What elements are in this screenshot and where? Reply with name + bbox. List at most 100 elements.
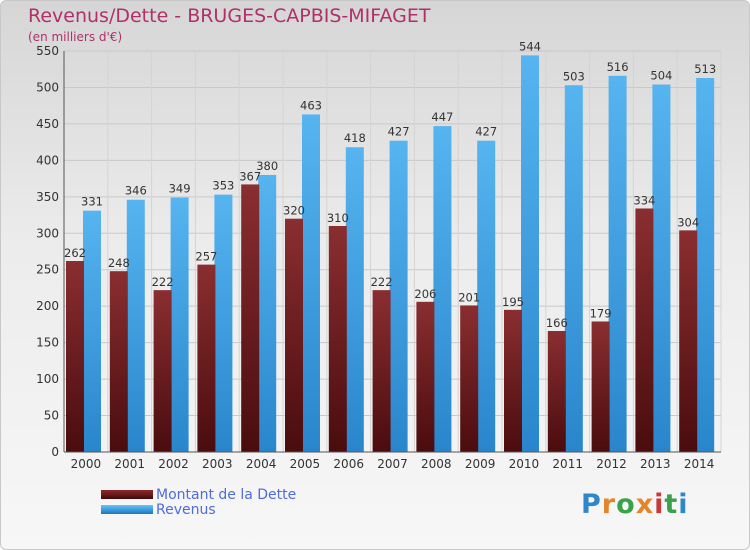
bar-revenue — [258, 174, 277, 453]
bar-revenue — [345, 147, 364, 453]
data-label-revenue: 418 — [344, 131, 366, 145]
x-tick-label: 2008 — [421, 457, 452, 471]
y-tick-label: 300 — [36, 226, 59, 240]
bar-debt — [547, 330, 566, 452]
y-tick-label: 200 — [36, 299, 59, 313]
data-label-debt: 179 — [590, 306, 612, 320]
data-label-revenue: 427 — [388, 125, 410, 139]
data-label-debt: 166 — [546, 316, 568, 330]
data-label-debt: 222 — [371, 275, 393, 289]
logo-letter: r — [601, 489, 617, 520]
data-label-revenue: 516 — [607, 60, 629, 74]
x-tick-label: 2001 — [114, 457, 145, 471]
data-label-debt: 334 — [633, 193, 655, 207]
data-label-revenue: 503 — [563, 69, 585, 83]
legend-label-revenue: Revenus — [156, 502, 216, 518]
data-label-revenue: 544 — [519, 39, 541, 53]
bar-revenue — [608, 75, 627, 452]
bar-debt — [241, 184, 260, 452]
bar-debt — [285, 218, 303, 452]
data-label-debt: 367 — [239, 169, 261, 183]
y-tick-label: 50 — [44, 409, 59, 423]
y-tick-label: 350 — [36, 190, 59, 204]
data-label-debt: 304 — [677, 215, 699, 229]
bar-revenue — [126, 199, 145, 452]
bar-debt — [460, 305, 479, 452]
bar-debt — [66, 260, 84, 452]
logo-letter: o — [616, 489, 636, 520]
data-label-debt: 262 — [64, 246, 86, 260]
data-label-revenue: 331 — [81, 195, 103, 209]
x-tick-label: 2002 — [158, 457, 189, 471]
x-tick-label: 2003 — [202, 457, 233, 471]
bar-revenue — [83, 210, 101, 452]
bar-revenue — [564, 85, 583, 452]
legend-label-debt: Montant de la Dette — [156, 487, 297, 503]
data-label-revenue: 349 — [169, 182, 191, 196]
bar-debt — [328, 225, 347, 452]
x-tick-label: 2009 — [465, 457, 496, 471]
bar-debt — [153, 290, 172, 452]
proxiti-logo: Proxiti — [581, 489, 689, 520]
x-tick-label: 2000 — [71, 457, 102, 471]
data-label-revenue: 353 — [212, 179, 234, 193]
y-tick-label: 400 — [36, 153, 59, 167]
bar-debt — [197, 264, 216, 452]
x-tick-label: 2006 — [333, 457, 364, 471]
data-label-debt: 206 — [414, 287, 436, 301]
data-label-revenue: 463 — [300, 98, 322, 112]
bar-debt — [635, 208, 654, 452]
x-tick-label: 2013 — [640, 457, 671, 471]
bar-debt — [109, 271, 128, 452]
bar-revenue — [214, 194, 233, 452]
data-label-debt: 222 — [152, 275, 174, 289]
y-tick-label: 500 — [36, 80, 59, 94]
data-label-revenue: 427 — [475, 125, 497, 139]
x-tick-label: 2004 — [246, 457, 277, 471]
data-label-revenue: 346 — [125, 184, 147, 198]
bar-revenue — [652, 84, 671, 453]
data-label-debt: 248 — [108, 256, 130, 270]
bar-revenue — [521, 55, 539, 453]
logo-letter: P — [581, 489, 602, 520]
x-tick-label: 2012 — [596, 457, 627, 471]
y-tick-label: 250 — [36, 263, 59, 277]
x-tick-label: 2010 — [509, 457, 540, 471]
logo-letter: t — [664, 489, 679, 520]
x-tick-label: 2005 — [290, 457, 321, 471]
bar-revenue — [302, 114, 320, 452]
data-label-debt: 257 — [195, 250, 217, 264]
bar-debt — [416, 301, 435, 452]
y-tick-label: 0 — [51, 445, 59, 459]
data-label-debt: 201 — [458, 290, 480, 304]
y-tick-label: 550 — [36, 44, 59, 58]
legend-swatch-debt — [101, 490, 153, 499]
data-label-debt: 195 — [502, 295, 524, 309]
x-tick-label: 2007 — [377, 457, 408, 471]
chart-subtitle: (en milliers d'€) — [28, 30, 123, 44]
logo-letter: i — [654, 489, 665, 520]
y-tick-label: 100 — [36, 372, 59, 386]
bar-debt — [591, 321, 610, 452]
bar-revenue — [477, 140, 496, 453]
data-label-revenue: 447 — [431, 110, 453, 124]
data-label-debt: 320 — [283, 204, 305, 218]
bar-debt — [504, 309, 522, 452]
bar-debt — [372, 290, 391, 452]
bar-revenue — [389, 140, 408, 453]
bar-revenue — [433, 126, 452, 452]
legend-swatch-revenue — [101, 505, 153, 514]
bar-revenue — [696, 77, 715, 452]
x-tick-label: 2011 — [552, 457, 583, 471]
y-tick-label: 450 — [36, 117, 59, 131]
data-label-revenue: 380 — [256, 159, 278, 173]
logo-letter: i — [678, 489, 689, 520]
logo-letter: x — [635, 489, 655, 520]
data-label-revenue: 504 — [650, 69, 672, 83]
x-tick-label: 2014 — [684, 457, 715, 471]
y-tick-label: 150 — [36, 336, 59, 350]
data-label-debt: 310 — [327, 211, 349, 225]
bar-revenue — [170, 197, 189, 452]
